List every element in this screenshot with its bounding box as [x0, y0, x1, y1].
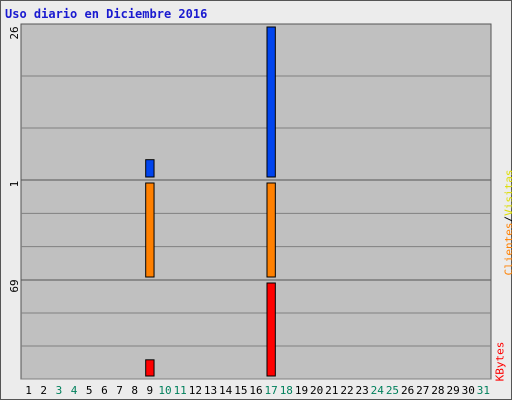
x-tick-label: 9	[147, 384, 154, 397]
x-tick-label: 14	[219, 384, 233, 397]
x-tick-label: 29	[446, 384, 459, 397]
plot-area-middle	[20, 179, 492, 281]
ymax-label-middle: 1	[8, 180, 21, 188]
x-tick-label: 8	[131, 384, 138, 397]
plot-area-bottom	[20, 279, 492, 380]
x-tick-label: 10	[158, 384, 171, 397]
x-tick-label: 21	[325, 384, 338, 397]
x-tick-label: 20	[310, 384, 323, 397]
x-tick-label: 27	[416, 384, 429, 397]
x-tick-label: 1	[25, 384, 32, 397]
bar-archivos-day-17	[266, 26, 276, 178]
bar-clientes-day-17	[266, 182, 276, 278]
legend-middle: Clientes/Visitas	[502, 170, 512, 276]
x-tick-label: 4	[71, 384, 78, 397]
x-tick-label: 18	[280, 384, 293, 397]
x-tick-label: 28	[431, 384, 444, 397]
legend-separator: /	[502, 216, 512, 223]
legend-item-clientes: Clientes	[502, 222, 512, 276]
x-tick-label: 2	[40, 384, 47, 397]
x-tick-label: 12	[189, 384, 202, 397]
x-tick-label: 26	[401, 384, 414, 397]
x-tick-label: 7	[116, 384, 123, 397]
x-tick-label: 19	[295, 384, 308, 397]
x-tick-label: 13	[204, 384, 217, 397]
bar-kbytes-day-9	[145, 359, 155, 377]
bar-archivos-day-9	[145, 159, 155, 178]
legend-item-kbytes: KBytes	[493, 341, 507, 382]
x-tick-label: 3	[56, 384, 63, 397]
x-tick-label: 6	[101, 384, 108, 397]
x-tick-label: 15	[234, 384, 247, 397]
x-tick-label: 25	[386, 384, 399, 397]
x-tick-label: 31	[477, 384, 490, 397]
x-tick-label: 11	[174, 384, 187, 397]
x-tick-label: 30	[462, 384, 475, 397]
chart-title: Uso diario en Diciembre 2016	[5, 7, 208, 21]
x-tick-label: 23	[356, 384, 369, 397]
x-tick-label: 24	[371, 384, 385, 397]
plot-area-top	[20, 23, 492, 181]
legend-bottom: KBytes	[493, 342, 506, 382]
bar-clientes-day-9	[145, 182, 155, 278]
legend-item-visitas: Visitas	[502, 169, 512, 216]
x-tick-label: 5	[86, 384, 93, 397]
ymax-label-bottom: 69	[8, 279, 21, 293]
x-tick-label: 16	[249, 384, 262, 397]
ymax-label-top: 26	[8, 26, 21, 40]
x-tick-label: 17	[265, 384, 278, 397]
bar-kbytes-day-17	[266, 282, 276, 377]
x-tick-label: 22	[340, 384, 353, 397]
